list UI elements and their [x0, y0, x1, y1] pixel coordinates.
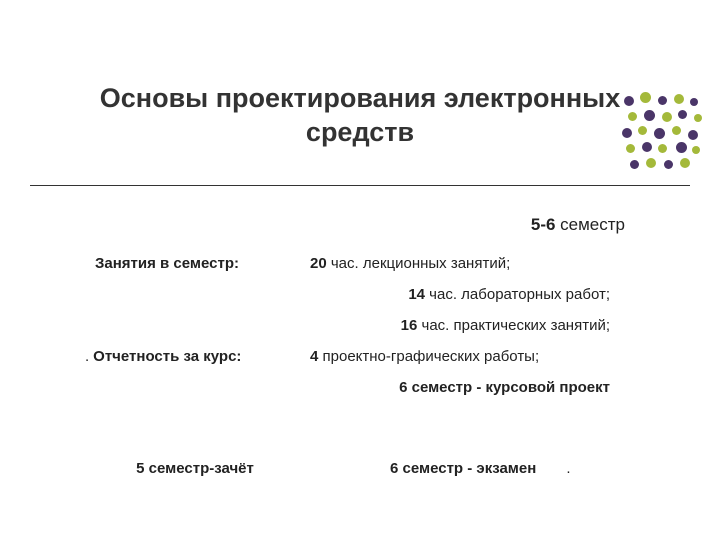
report-value-1: 4 проектно-графических работы;	[310, 348, 680, 365]
dot-icon	[688, 130, 698, 140]
dot-icon	[680, 158, 690, 168]
dot-icon	[628, 112, 637, 121]
dot-icon	[658, 144, 667, 153]
course-project-text: 6 семестр - курсовой проект	[399, 379, 610, 396]
leading-dot: .	[85, 348, 93, 365]
slide-title-area: Основы проектирования электронных средст…	[35, 82, 685, 150]
dot-icon	[664, 160, 673, 169]
trailing-dot: .	[536, 460, 570, 477]
dot-icon	[678, 110, 687, 119]
dot-icon	[644, 110, 655, 121]
dot-icon	[658, 96, 667, 105]
sessions-value-3: 16 час. практических занятий;	[40, 317, 680, 334]
dot-icon	[638, 126, 647, 135]
title-line-2: средств	[306, 117, 414, 147]
report-label: .Отчетность за курс:	[40, 348, 310, 365]
report-value-2: 6 семестр - курсовой проект	[40, 379, 680, 396]
semester-word: семестр	[555, 215, 625, 234]
semester-5-credit: 5 семестр-зачёт	[40, 460, 350, 477]
sessions-label: Занятия в семестр:	[40, 255, 310, 272]
dot-icon	[624, 96, 634, 106]
dot-icon	[630, 160, 639, 169]
sessions-value-2: 14 час. лабораторных работ;	[40, 286, 680, 303]
exam-row: 5 семестр-зачёт 6 семестр - экзамен.	[40, 460, 680, 477]
dot-icon	[646, 158, 656, 168]
lectures-text: час. лекционных занятий;	[327, 255, 511, 272]
sessions-value-1: 20 час. лекционных занятий;	[310, 255, 680, 272]
projects-text: проектно-графических работы;	[318, 348, 539, 365]
dot-icon	[672, 126, 681, 135]
semester-subtitle: 5-6 семестр	[531, 215, 625, 235]
decorative-dots	[622, 92, 702, 174]
practical-text: час. практических занятий;	[417, 317, 610, 334]
dot-icon	[642, 142, 652, 152]
labs-text: час. лабораторных работ;	[425, 286, 610, 303]
dot-icon	[692, 146, 700, 154]
title-line-1: Основы проектирования электронных	[100, 83, 621, 113]
semester-number: 5-6	[531, 215, 556, 234]
dot-icon	[626, 144, 635, 153]
dot-icon	[640, 92, 651, 103]
hours-lectures: 20	[310, 255, 327, 272]
slide-title: Основы проектирования электронных средст…	[35, 82, 685, 150]
dot-icon	[622, 128, 632, 138]
dot-icon	[694, 114, 702, 122]
report-row: .Отчетность за курс: 4 проектно-графичес…	[40, 348, 680, 365]
semester-6-exam: 6 семестр - экзамен.	[350, 460, 680, 477]
exam-text: 6 семестр - экзамен	[390, 460, 536, 477]
hours-practical: 16	[401, 317, 418, 334]
dot-icon	[676, 142, 687, 153]
dot-icon	[674, 94, 684, 104]
title-divider	[30, 185, 690, 186]
dot-icon	[662, 112, 672, 122]
dot-icon	[690, 98, 698, 106]
sessions-row: Занятия в семестр: 20 час. лекционных за…	[40, 255, 680, 272]
dot-icon	[654, 128, 665, 139]
hours-labs: 14	[408, 286, 425, 303]
report-label-text: Отчетность за курс:	[93, 348, 241, 365]
content-area: Занятия в семестр: 20 час. лекционных за…	[40, 255, 680, 410]
